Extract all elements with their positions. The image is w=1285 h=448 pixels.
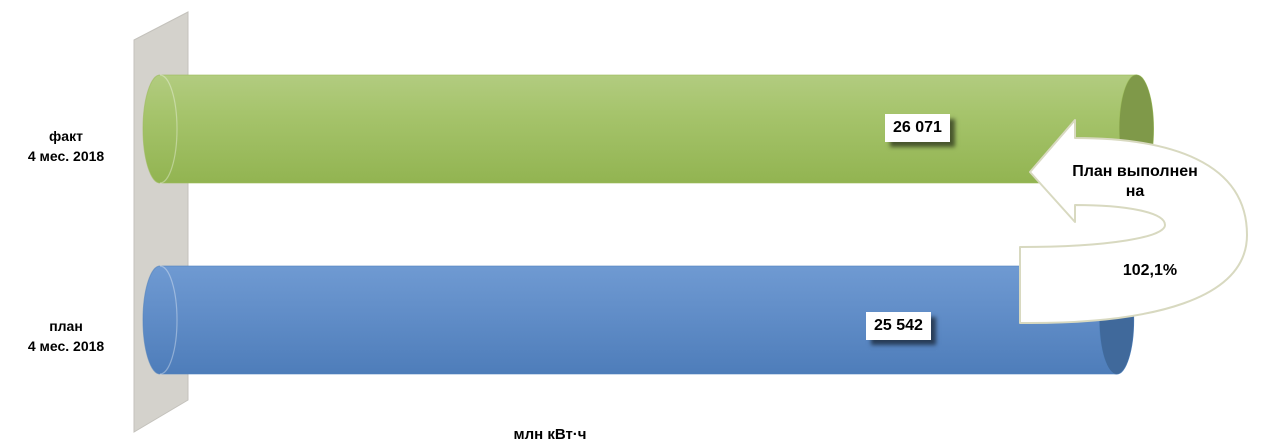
category-label-fact: факт 4 мес. 2018 xyxy=(0,126,132,166)
category-fact-line1: факт xyxy=(49,128,83,144)
bars-layer xyxy=(142,74,1154,375)
value-label-fact: 26 071 xyxy=(885,114,950,142)
category-plan-line1: план xyxy=(49,318,83,334)
annotation-percent: 102,1% xyxy=(1122,262,1178,279)
category-plan-line2: 4 мес. 2018 xyxy=(27,338,105,354)
bar-fact-start-edge xyxy=(159,74,178,184)
category-label-plan: план 4 мес. 2018 xyxy=(0,316,132,356)
bar-plan-start-edge xyxy=(159,265,178,375)
value-label-plan: 25 542 xyxy=(866,312,931,340)
bar-plan xyxy=(142,265,1118,375)
category-fact-line2: 4 мес. 2018 xyxy=(27,148,105,164)
annotation-line1: План выполнен xyxy=(1072,163,1198,180)
annotation-text: План выполнен на xyxy=(1055,162,1215,202)
axis-unit-label: млн кВт·ч xyxy=(513,426,587,443)
annotation-line2: на xyxy=(1125,183,1145,200)
curved-arrow-shape xyxy=(1019,119,1248,324)
bar-fact xyxy=(142,74,1137,184)
